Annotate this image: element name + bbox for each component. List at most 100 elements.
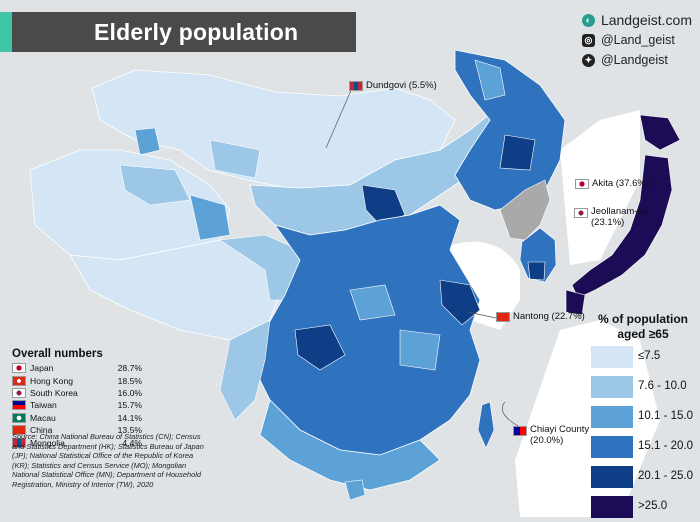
callout-chiayi-body: Chiayi County (20.0%) — [530, 424, 589, 446]
callout-nantong-text: Nantong (22.7%) — [513, 311, 585, 322]
legend-row: 10.1 - 15.0 — [591, 406, 695, 432]
brand-twitter[interactable]: @Landgeist — [600, 53, 668, 67]
east-coast-dark — [439, 279, 481, 326]
callout-dundgovi: Dundgovi (5.5%) — [349, 80, 437, 91]
overall-value: 28.7% — [117, 363, 142, 374]
overall-row: Mongolia 4.4% — [12, 436, 162, 448]
japan-flag-icon — [575, 178, 589, 189]
legend-swatch — [591, 436, 633, 458]
legend-swatch — [591, 346, 633, 368]
map-legend: % of population aged ≥65 ≤7.5 7.6 - 10.0… — [591, 312, 695, 522]
overall-country: Taiwan — [30, 400, 57, 411]
legend-swatch — [591, 406, 633, 428]
overall-value: 16.0% — [117, 387, 142, 398]
japan-kyushu — [565, 289, 586, 316]
legend-row: 20.1 - 25.0 — [591, 466, 695, 492]
south-korea-flag-icon — [574, 208, 588, 218]
overall-value: 14.1% — [117, 412, 142, 423]
central-light-1 — [349, 284, 396, 321]
sea-japan — [560, 110, 640, 265]
overall-row: Taiwan 15.7% — [12, 399, 162, 411]
brand-instagram[interactable]: @Land_geist — [600, 33, 675, 47]
northeast-light — [474, 59, 506, 101]
brand-block: ◐ Landgeist.com ◎ @Land_geist ✦ @Landgei… — [581, 10, 692, 70]
mongolia-west — [134, 127, 161, 156]
legend-row: >25.0 — [591, 496, 695, 522]
overall-value: 13.5% — [117, 425, 142, 436]
legend-swatch — [591, 376, 633, 398]
twitter-icon: ✦ — [581, 53, 595, 67]
japan-honshu — [571, 154, 673, 299]
overall-country: Hong Kong — [30, 375, 74, 386]
instagram-icon: ◎ — [581, 33, 595, 47]
overall-numbers: Overall numbers Japan 28.7% Hong Kong 18.5… — [12, 348, 162, 449]
brand-instagram-row[interactable]: ◎ @Land_geist — [581, 30, 692, 50]
overall-country: South Korea — [30, 387, 78, 398]
overall-row: China 13.5% — [12, 424, 162, 436]
taiwan-flag-icon — [513, 426, 527, 436]
callout-dundgovi-text: Dundgovi (5.5%) — [366, 80, 437, 91]
china-flag-icon — [496, 311, 510, 322]
yunnan-region — [219, 319, 271, 421]
north-korea-region — [499, 179, 551, 241]
legend-label: ≤7.5 — [638, 350, 661, 362]
mongolia-central — [209, 139, 261, 179]
legend-row: ≤7.5 — [591, 346, 695, 372]
legend-row: 15.1 - 20.0 — [591, 436, 695, 462]
overall-value: 15.7% — [117, 400, 142, 411]
overall-title: Overall numbers — [12, 348, 103, 360]
callout-akita: Akita (37.6%) — [575, 178, 649, 189]
callout-chiayi-value: (20.0%) — [530, 435, 564, 446]
macau-flag-icon — [12, 412, 26, 423]
overall-row: Japan 28.7% — [12, 362, 162, 374]
legend-title-line1: % of population — [598, 312, 688, 326]
nantong-leader — [467, 311, 497, 319]
overall-value: 4.4% — [122, 437, 142, 448]
japan-flag-icon — [12, 363, 26, 374]
title-accent — [0, 12, 12, 52]
callout-akita-text: Akita (37.6%) — [592, 178, 650, 189]
callout-jeollanam: Jeollanam-do (23.1%) — [574, 206, 648, 228]
xinjiang-north — [119, 164, 191, 206]
overall-row: South Korea 16.0% — [12, 387, 162, 399]
overall-country: Macau — [30, 412, 56, 423]
title-bar: Elderly population — [0, 12, 356, 52]
callout-jeollanam-body: Jeollanam-do (23.1%) — [591, 206, 648, 228]
overall-country: Mongolia — [30, 437, 65, 448]
callout-jeollanam-value: (23.1%) — [591, 217, 625, 228]
landgeist-logo-icon: ◐ — [581, 13, 595, 27]
south-region — [259, 399, 441, 491]
callout-chiayi-text: Chiayi County — [530, 424, 590, 435]
legend-label: 10.1 - 15.0 — [638, 410, 693, 422]
brand-site-row[interactable]: ◐ Landgeist.com — [581, 10, 692, 30]
legend-title-line2: aged ≥65 — [617, 327, 669, 341]
central-china-region — [254, 204, 481, 456]
south-korea-flag-icon — [12, 387, 26, 398]
mongolia-flag-icon — [12, 437, 26, 448]
xinjiang-east — [189, 194, 231, 241]
legend-swatch — [591, 466, 633, 488]
callout-chiayi: Chiayi County (20.0%) — [513, 424, 589, 446]
overall-row: Macau 14.1% — [12, 412, 162, 424]
legend-row: 7.6 - 10.0 — [591, 376, 695, 402]
source-note: Source: China National Bureau of Statist… — [12, 432, 204, 489]
overall-country: Japan — [30, 363, 54, 374]
hong-kong-flag-icon — [12, 375, 26, 386]
dundgovi-leader — [325, 87, 353, 149]
china-flag-icon — [12, 425, 26, 436]
central-light-2 — [399, 329, 441, 371]
japan-hokkaido — [639, 114, 681, 151]
overall-row: Hong Kong 18.5% — [12, 374, 162, 386]
legend-label: 7.6 - 10.0 — [638, 380, 687, 392]
brand-twitter-row[interactable]: ✦ @Landgeist — [581, 50, 692, 70]
south-korea-dark — [527, 261, 546, 281]
legend-label: 20.1 - 25.0 — [638, 470, 693, 482]
overall-value: 18.5% — [117, 375, 142, 386]
mongolia-flag-icon — [349, 80, 363, 91]
legend-label: >25.0 — [638, 500, 668, 512]
legend-label: 15.1 - 20.0 — [638, 440, 693, 452]
sichuan-dark — [294, 324, 346, 371]
brand-site[interactable]: Landgeist.com — [600, 12, 692, 28]
hainan-island — [344, 479, 366, 501]
